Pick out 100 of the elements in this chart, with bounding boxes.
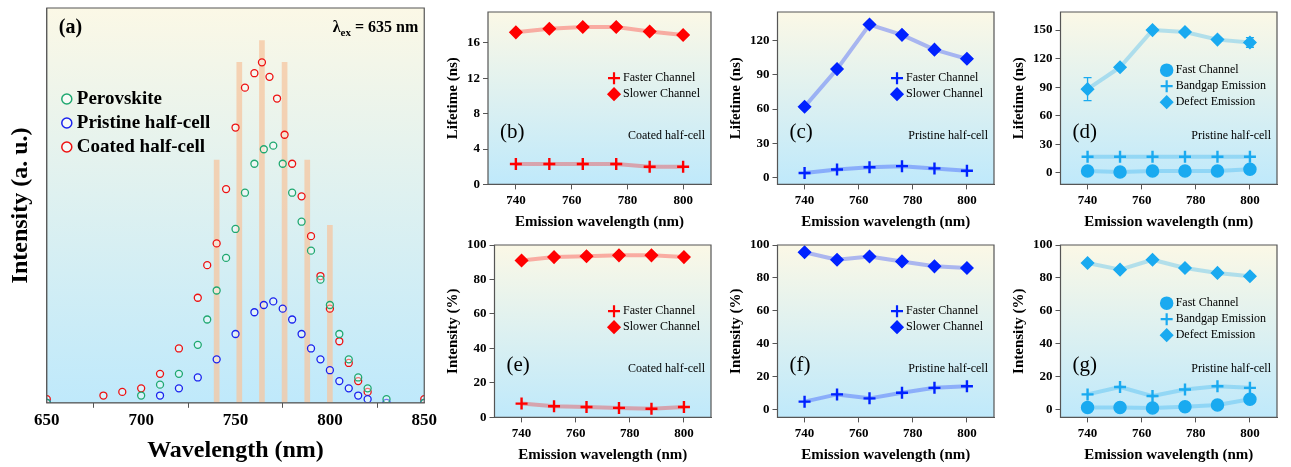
- bar: [259, 40, 265, 403]
- point: [1242, 149, 1258, 164]
- point: [335, 337, 344, 346]
- point: [335, 329, 344, 339]
- point: [278, 159, 287, 168]
- point: [862, 160, 877, 175]
- point: [155, 380, 165, 389]
- point: [960, 52, 974, 66]
- y-axis-title: Intensity (a. u.): [5, 127, 32, 284]
- x-tick-label: 800: [674, 424, 694, 440]
- point: [895, 254, 909, 269]
- x-tick-label: 760: [848, 191, 869, 207]
- point: [174, 384, 184, 393]
- point: [1243, 392, 1257, 407]
- x-tick-label: 740: [1077, 191, 1098, 207]
- point: [1210, 164, 1225, 178]
- y-tick-label: 0: [1046, 164, 1053, 180]
- point: [509, 25, 523, 40]
- x-tick-label: 740: [506, 191, 526, 207]
- point: [547, 250, 561, 264]
- y-tick-label: 0: [763, 168, 770, 184]
- point: [1080, 400, 1095, 415]
- x-tick-label: 740: [1077, 424, 1098, 440]
- legend-label: Fast Channel: [1175, 62, 1240, 77]
- point: [675, 159, 691, 174]
- y-axis-title: Lifetime (ns): [443, 57, 461, 140]
- point: [259, 145, 268, 154]
- point: [1178, 261, 1192, 275]
- point: [203, 261, 212, 270]
- legend-label: Fast Channel: [1175, 295, 1240, 310]
- point: [642, 24, 657, 39]
- annotation: Pristine half-cell: [1191, 361, 1272, 376]
- point: [1145, 401, 1160, 415]
- point: [1113, 400, 1127, 415]
- x-tick-label: 800: [957, 424, 977, 440]
- point: [1113, 60, 1127, 74]
- point: [287, 315, 297, 324]
- point: [137, 391, 146, 400]
- legend-label: Slower Channel: [906, 319, 984, 334]
- y-tick-label: 40: [473, 339, 487, 355]
- point: [1145, 253, 1160, 267]
- x-tick-label: 800: [673, 191, 693, 207]
- y-tick-label: 60: [1039, 107, 1053, 123]
- point: [514, 253, 529, 268]
- point: [265, 72, 274, 81]
- point: [1178, 399, 1192, 414]
- y-tick-label: 80: [756, 269, 770, 285]
- x-axis-title: Emission wavelength (nm): [514, 212, 685, 230]
- point: [1113, 262, 1127, 277]
- point: [269, 297, 278, 306]
- y-tick-label: 60: [473, 305, 487, 321]
- bar: [236, 62, 243, 403]
- point: [240, 188, 250, 197]
- point: [546, 398, 562, 414]
- point: [830, 62, 844, 76]
- x-tick-label: 760: [565, 424, 586, 440]
- point: [1080, 387, 1095, 402]
- x-axis-title: Emission wavelength (nm): [518, 445, 688, 463]
- x-tick-label: 850: [411, 410, 437, 430]
- bar: [304, 159, 311, 403]
- point: [575, 156, 590, 172]
- y-axis-title: Lifetime (ns): [726, 57, 744, 140]
- y-tick-label: 100: [1033, 236, 1053, 252]
- x-tick-label: 800: [1240, 424, 1260, 440]
- point: [797, 394, 812, 409]
- point: [677, 250, 691, 264]
- x-tick-label: 800: [317, 410, 343, 430]
- y-tick-label: 150: [1033, 21, 1053, 37]
- y-tick-label: 40: [756, 334, 770, 350]
- y-axis-title: Intensity (%): [1009, 288, 1027, 374]
- point: [280, 130, 289, 139]
- y-tick-label: 90: [756, 66, 770, 82]
- point: [542, 156, 557, 172]
- x-tick-label: 780: [903, 424, 923, 440]
- point: [1243, 162, 1257, 176]
- point: [316, 275, 325, 284]
- point: [508, 156, 524, 172]
- point: [797, 165, 812, 181]
- point: [959, 163, 975, 178]
- y-tick-label: 40: [1039, 334, 1053, 350]
- bar: [327, 224, 333, 403]
- point: [99, 391, 108, 400]
- y-tick-label: 30: [1039, 135, 1053, 151]
- point: [576, 20, 590, 34]
- y-tick-label: 120: [1033, 50, 1053, 66]
- point: [287, 188, 297, 197]
- y-tick-label: 0: [480, 408, 487, 424]
- point: [174, 369, 184, 378]
- point: [155, 369, 165, 378]
- point: [221, 184, 231, 194]
- annotation: Pristine half-cell: [1191, 128, 1272, 143]
- point: [1210, 379, 1225, 394]
- y-axis-title: Intensity (%): [443, 288, 461, 374]
- point: [644, 248, 659, 263]
- x-tick-label: 650: [34, 410, 60, 430]
- y-tick-label: 0: [763, 400, 770, 416]
- point: [193, 340, 202, 349]
- legend-label: Perovskite: [76, 86, 162, 108]
- point: [579, 399, 594, 415]
- point: [137, 384, 146, 393]
